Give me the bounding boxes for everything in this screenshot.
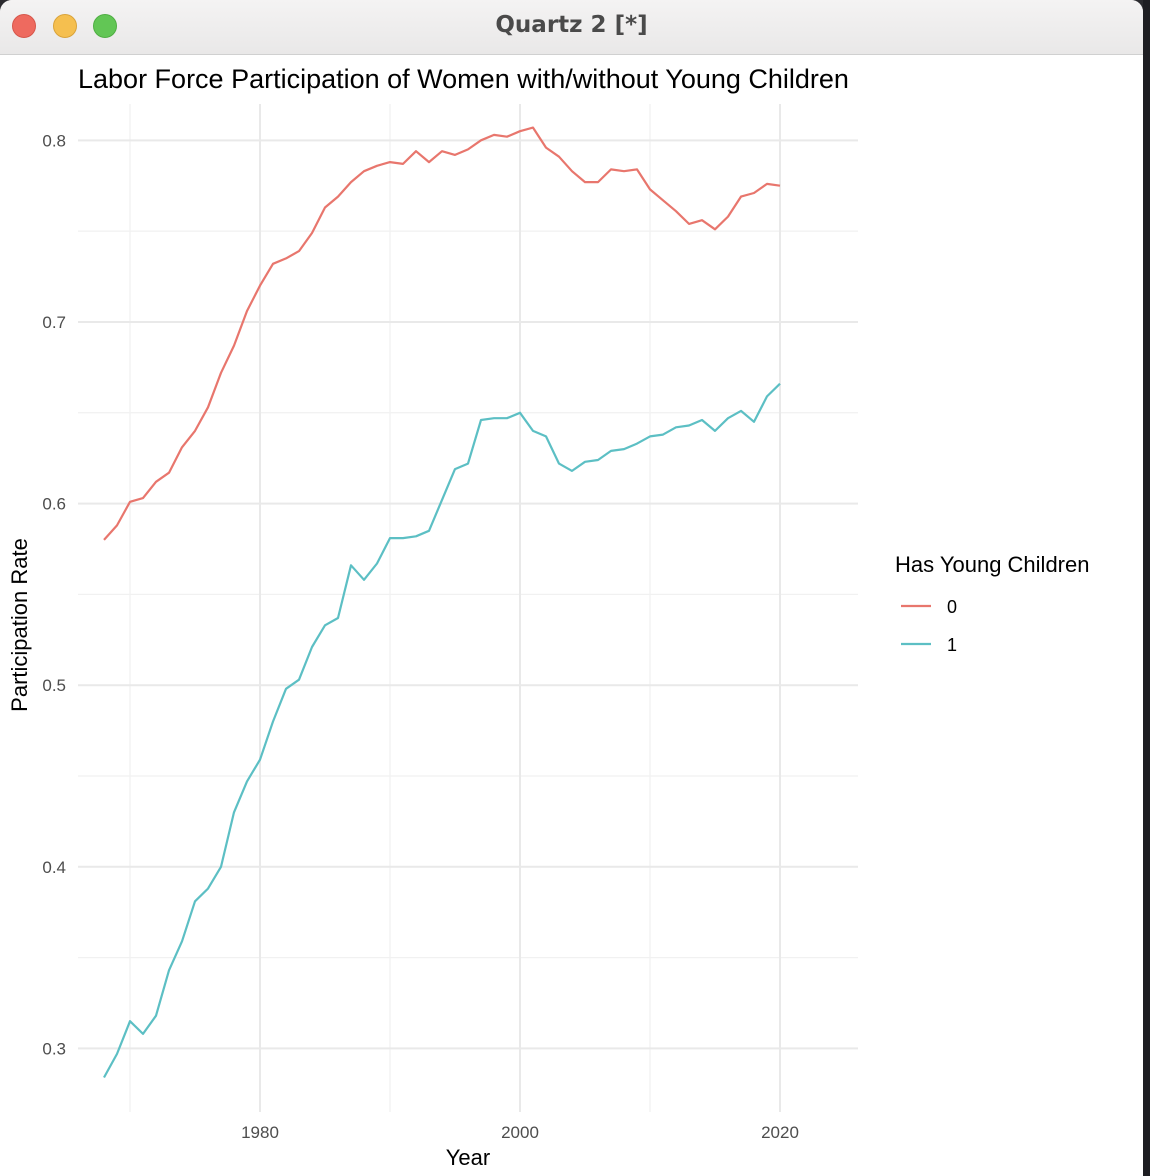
minor-gridlines — [78, 104, 858, 1112]
x-tick-label: 1980 — [241, 1123, 279, 1142]
y-tick-label: 0.6 — [42, 495, 66, 514]
desktop-edge — [1143, 0, 1150, 1176]
x-axis-label: Year — [446, 1145, 490, 1170]
chart-title: Labor Force Participation of Women with/… — [78, 64, 849, 94]
legend-items: 01 — [901, 597, 957, 655]
y-tick-label: 0.7 — [42, 313, 66, 332]
window-title: Quartz 2 [*] — [495, 12, 648, 38]
x-tick-label: 2000 — [501, 1123, 539, 1142]
y-tick-label: 0.8 — [42, 131, 66, 150]
close-button[interactable] — [12, 14, 36, 38]
y-tick-label: 0.5 — [42, 676, 66, 695]
x-tick-label: 2020 — [761, 1123, 799, 1142]
legend-label-1: 1 — [947, 635, 957, 655]
y-tick-label: 0.4 — [42, 858, 66, 877]
y-tick-label: 0.3 — [42, 1039, 66, 1058]
zoom-button[interactable] — [93, 14, 117, 38]
line-chart: 0.3 0.4 0.5 0.6 0.7 0.8 1980 2000 2020 Labor Fo… — [7, 64, 1089, 1170]
y-tick-labels: 0.3 0.4 0.5 0.6 0.7 0.8 — [42, 131, 66, 1058]
y-axis-label: Participation Rate — [7, 538, 32, 712]
x-tick-labels: 1980 2000 2020 — [241, 1123, 799, 1142]
legend: Has Young Children 01 — [895, 552, 1089, 655]
minimize-button[interactable] — [53, 14, 77, 38]
series-lines — [103, 126, 781, 1079]
legend-label-0: 0 — [947, 597, 957, 617]
plot-area: 0.3 0.4 0.5 0.6 0.7 0.8 1980 2000 2020 Labor Fo… — [0, 55, 1143, 1176]
major-gridlines — [78, 104, 858, 1112]
title-bar[interactable]: Quartz 2 [*] — [0, 0, 1143, 55]
series-line-0 — [103, 126, 781, 541]
legend-title: Has Young Children — [895, 552, 1089, 577]
series-line-1 — [103, 382, 781, 1079]
